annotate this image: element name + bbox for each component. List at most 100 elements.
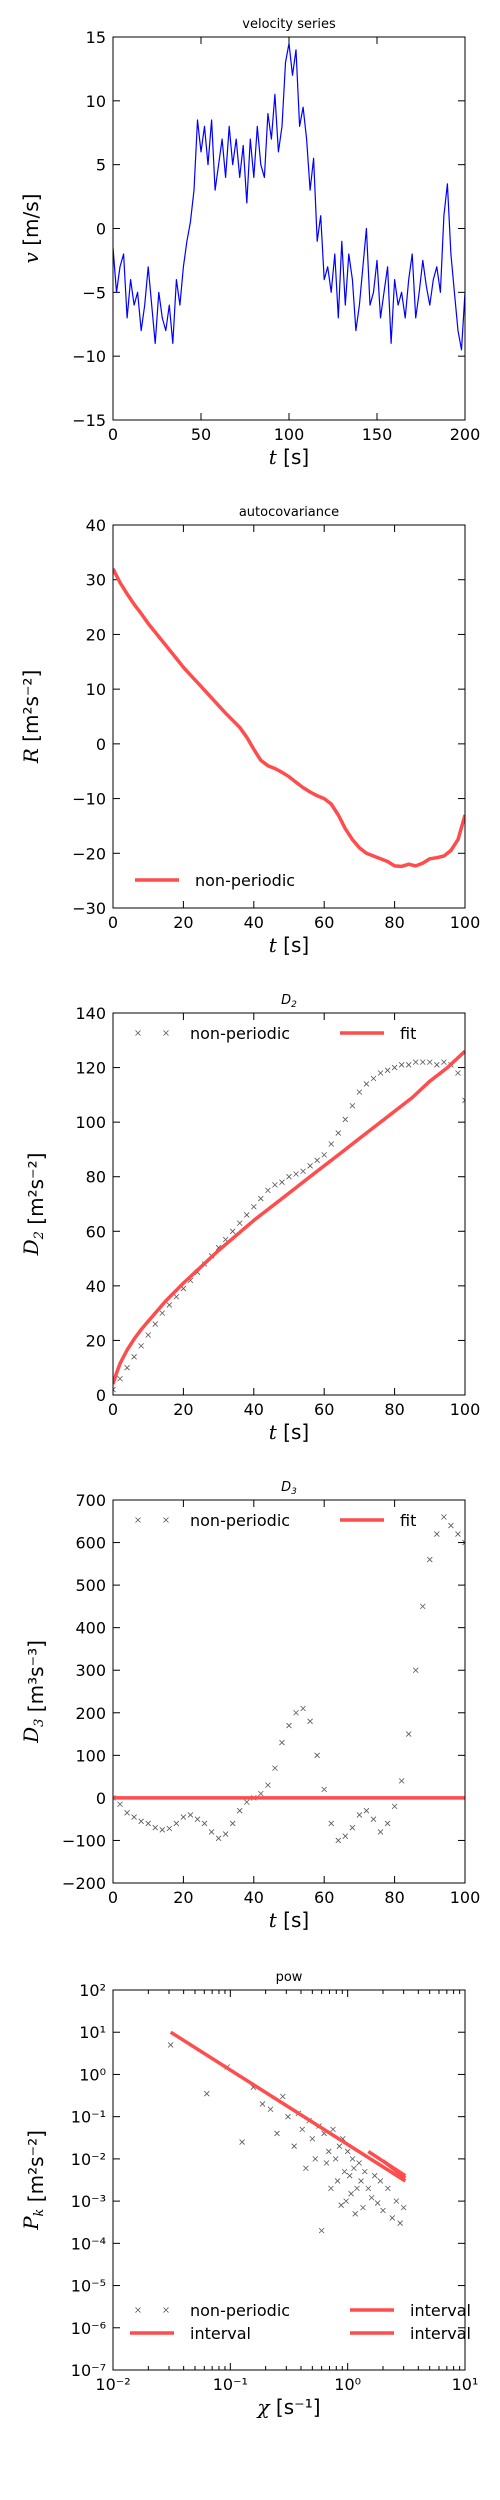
data-point-x-marker bbox=[204, 2090, 210, 2097]
chart-title: velocity series bbox=[242, 17, 336, 32]
data-point-x-marker bbox=[131, 1814, 137, 1820]
data-point-x-marker bbox=[279, 1179, 285, 1185]
data-point-x-marker bbox=[384, 1820, 391, 1827]
data-point-x-marker bbox=[173, 1820, 180, 1827]
data-point-x-marker bbox=[307, 1163, 313, 1169]
x-tick-label: 40 bbox=[244, 1888, 264, 1907]
x-tick-label: 0 bbox=[108, 1888, 118, 1907]
y-tick-label: 5 bbox=[96, 156, 106, 175]
y-tick-label: 10¹ bbox=[79, 2023, 106, 2042]
data-point-x-marker bbox=[243, 1799, 250, 1805]
y-tick-label: 0 bbox=[96, 1789, 106, 1808]
chart-title: D2 bbox=[281, 993, 297, 1010]
data-point-x-marker bbox=[368, 2194, 375, 2201]
y-tick-label: −20 bbox=[72, 844, 106, 863]
data-point-x-marker bbox=[371, 2172, 378, 2179]
data-point-x-marker bbox=[293, 1709, 299, 1716]
data-point-x-marker bbox=[286, 1722, 292, 1729]
data-point-x-marker bbox=[349, 1824, 356, 1831]
data-point-x-marker bbox=[113, 1386, 116, 1393]
data-point-x-marker bbox=[370, 1075, 377, 1082]
data-point-x-marker bbox=[291, 2143, 297, 2149]
y-tick-label: 10 bbox=[86, 680, 106, 699]
legend-interval-3-label: interval bbox=[410, 2324, 471, 2343]
data-point-x-marker bbox=[299, 2126, 306, 2133]
y-tick-label: 0 bbox=[96, 735, 106, 754]
data-point-x-marker bbox=[441, 1059, 447, 1065]
x-tick-label: 20 bbox=[173, 913, 193, 932]
y-tick-label: 15 bbox=[86, 28, 106, 47]
plot-frame bbox=[112, 1012, 466, 1396]
data-point-x-marker bbox=[131, 1354, 137, 1360]
data-point-x-marker bbox=[325, 2148, 332, 2155]
series-line-1 bbox=[113, 42, 465, 351]
x-tick-label: 150 bbox=[362, 425, 393, 444]
y-tick-label: 10⁻⁴ bbox=[71, 2234, 106, 2253]
x-tick-label: 20 bbox=[173, 1888, 193, 1907]
data-point-x-marker bbox=[365, 2185, 372, 2192]
chart-panel-3: D2 0 20 40 60 80 100 140 120 100 80 60 40 20 0 t [s] D2 … bbox=[19, 993, 480, 1444]
series-line-2 bbox=[169, 2030, 407, 2183]
data-point-x-marker bbox=[208, 1829, 215, 1835]
data-point-x-marker bbox=[314, 1752, 320, 1759]
data-point-x-marker bbox=[321, 1152, 327, 1158]
y-tick-label: −100 bbox=[62, 1831, 106, 1850]
y-tick-label: 80 bbox=[86, 1168, 106, 1187]
data-point-x-marker bbox=[259, 2101, 266, 2107]
data-point-x-marker bbox=[384, 1067, 391, 1074]
x-tick-label: 100 bbox=[450, 1400, 481, 1419]
data-point-x-marker bbox=[335, 1130, 342, 1136]
data-point-x-marker bbox=[455, 1070, 461, 1076]
y-tick-label: 20 bbox=[86, 625, 106, 644]
y-tick-label: −15 bbox=[72, 411, 106, 430]
y-tick-label: 200 bbox=[75, 1704, 106, 1723]
data-point-x-marker bbox=[300, 1705, 306, 1712]
data-point-x-marker bbox=[344, 2148, 351, 2155]
data-point-x-marker bbox=[138, 1343, 144, 1349]
data-point-x-marker bbox=[360, 2204, 366, 2211]
data-point-x-marker bbox=[377, 1070, 384, 1076]
plot-frame bbox=[112, 1499, 466, 1884]
data-point-x-marker bbox=[348, 2190, 354, 2197]
y-tick-label: 10⁻⁶ bbox=[71, 2319, 106, 2338]
data-point-x-marker bbox=[391, 1803, 398, 1810]
data-point-x-marker bbox=[286, 1173, 292, 1180]
data-point-x-marker bbox=[338, 2202, 344, 2208]
x-axis-label: t [s] bbox=[269, 933, 309, 957]
data-point-x-marker bbox=[358, 2178, 364, 2184]
x-tick-label: 60 bbox=[314, 913, 334, 932]
x-tick-label: 100 bbox=[450, 913, 481, 932]
data-point-x-marker bbox=[336, 2143, 343, 2149]
data-point-x-marker bbox=[346, 2172, 353, 2179]
data-point-x-marker bbox=[173, 1293, 180, 1300]
data-point-x-marker bbox=[398, 1778, 405, 1784]
data-point-x-marker bbox=[222, 1831, 229, 1837]
data-point-x-marker bbox=[267, 2106, 274, 2113]
data-point-x-marker bbox=[293, 1171, 299, 1177]
data-point-x-marker bbox=[334, 2178, 341, 2184]
x-tick-label: 60 bbox=[314, 1888, 334, 1907]
data-point-x-marker bbox=[342, 1116, 349, 1123]
plot-frame bbox=[112, 36, 466, 421]
x-tick-label: 10⁻¹ bbox=[213, 2375, 248, 2394]
data-point-x-marker bbox=[307, 1718, 313, 1725]
y-tick-label: 10⁻³ bbox=[71, 2192, 106, 2211]
y-tick-label: 40 bbox=[86, 1277, 106, 1296]
data-point-x-marker bbox=[300, 1168, 306, 1175]
data-point-x-marker bbox=[321, 1786, 327, 1793]
data-point-x-marker bbox=[180, 1814, 187, 1820]
data-point-x-marker bbox=[145, 1332, 151, 1338]
data-point-x-marker bbox=[124, 1809, 130, 1816]
data-point-x-marker bbox=[243, 1212, 250, 1218]
data-point-x-marker bbox=[236, 1807, 243, 1814]
data-point-x-marker bbox=[274, 2130, 280, 2137]
x-tick-label: 20 bbox=[173, 1400, 193, 1419]
y-tick-label: 600 bbox=[75, 1534, 106, 1553]
x-tick-label: 0 bbox=[108, 1400, 118, 1419]
data-point-x-marker bbox=[145, 1820, 151, 1827]
legend-interval-2-label: interval bbox=[410, 2301, 471, 2320]
data-point-x-marker bbox=[391, 1064, 398, 1071]
y-axis-label: Pk [m²s⁻²] bbox=[19, 2130, 48, 2231]
y-tick-label: −30 bbox=[72, 899, 106, 918]
data-point-x-marker bbox=[332, 2156, 339, 2162]
